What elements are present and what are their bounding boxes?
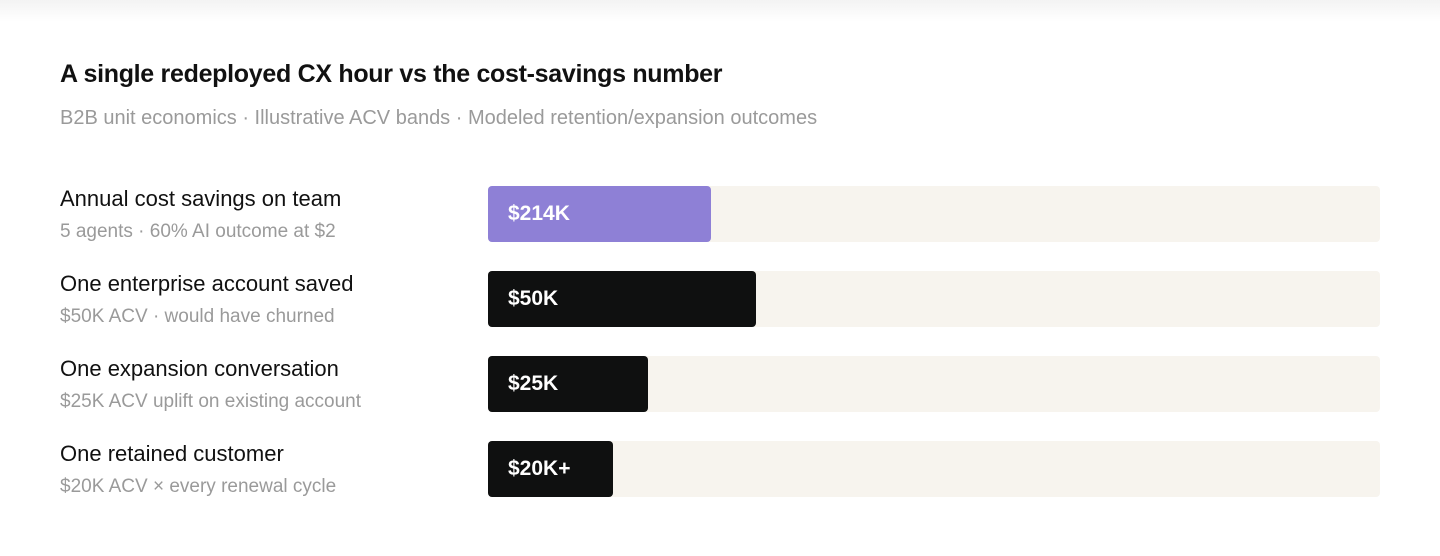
bar-row-expansion: One expansion conversation $25K ACV upli… — [60, 356, 1380, 416]
bar-track: $25K — [488, 356, 1380, 412]
bar-cost-savings: $214K — [488, 186, 711, 242]
bar-value-label: $20K+ — [508, 457, 571, 480]
bar-track: $20K+ — [488, 441, 1380, 497]
row-sublabel: $50K ACV · would have churned — [60, 306, 335, 327]
bar-row-cost-savings: Annual cost savings on team 5 agents · 6… — [60, 186, 1380, 246]
row-sublabel: $20K ACV × every renewal cycle — [60, 476, 337, 497]
row-label: Annual cost savings on team — [60, 186, 342, 211]
bar-value-label: $25K — [508, 372, 559, 395]
row-label: One enterprise account saved — [60, 271, 354, 296]
bar-enterprise-account: $50K — [488, 271, 756, 327]
bar-track: $214K — [488, 186, 1380, 242]
row-label: One expansion conversation — [60, 356, 339, 381]
bar-expansion: $25K — [488, 356, 649, 412]
bar-value-label: $214K — [508, 202, 570, 225]
bar-track: $50K — [488, 271, 1380, 327]
bar-value-label: $50K — [508, 287, 559, 310]
row-label: One retained customer — [60, 441, 284, 466]
bar-row-enterprise-account: One enterprise account saved $50K ACV · … — [60, 271, 1380, 331]
chart-title: A single redeployed CX hour vs the cost-… — [60, 60, 723, 88]
chart-subtitle: B2B unit economics · Illustrative ACV ba… — [60, 107, 818, 129]
bar-row-retained-customer: One retained customer $20K ACV × every r… — [60, 441, 1380, 501]
top-shadow — [0, 0, 1440, 22]
bar-retained-customer: $20K+ — [488, 441, 614, 497]
row-sublabel: 5 agents · 60% AI outcome at $2 — [60, 221, 336, 242]
row-sublabel: $25K ACV uplift on existing account — [60, 391, 362, 412]
